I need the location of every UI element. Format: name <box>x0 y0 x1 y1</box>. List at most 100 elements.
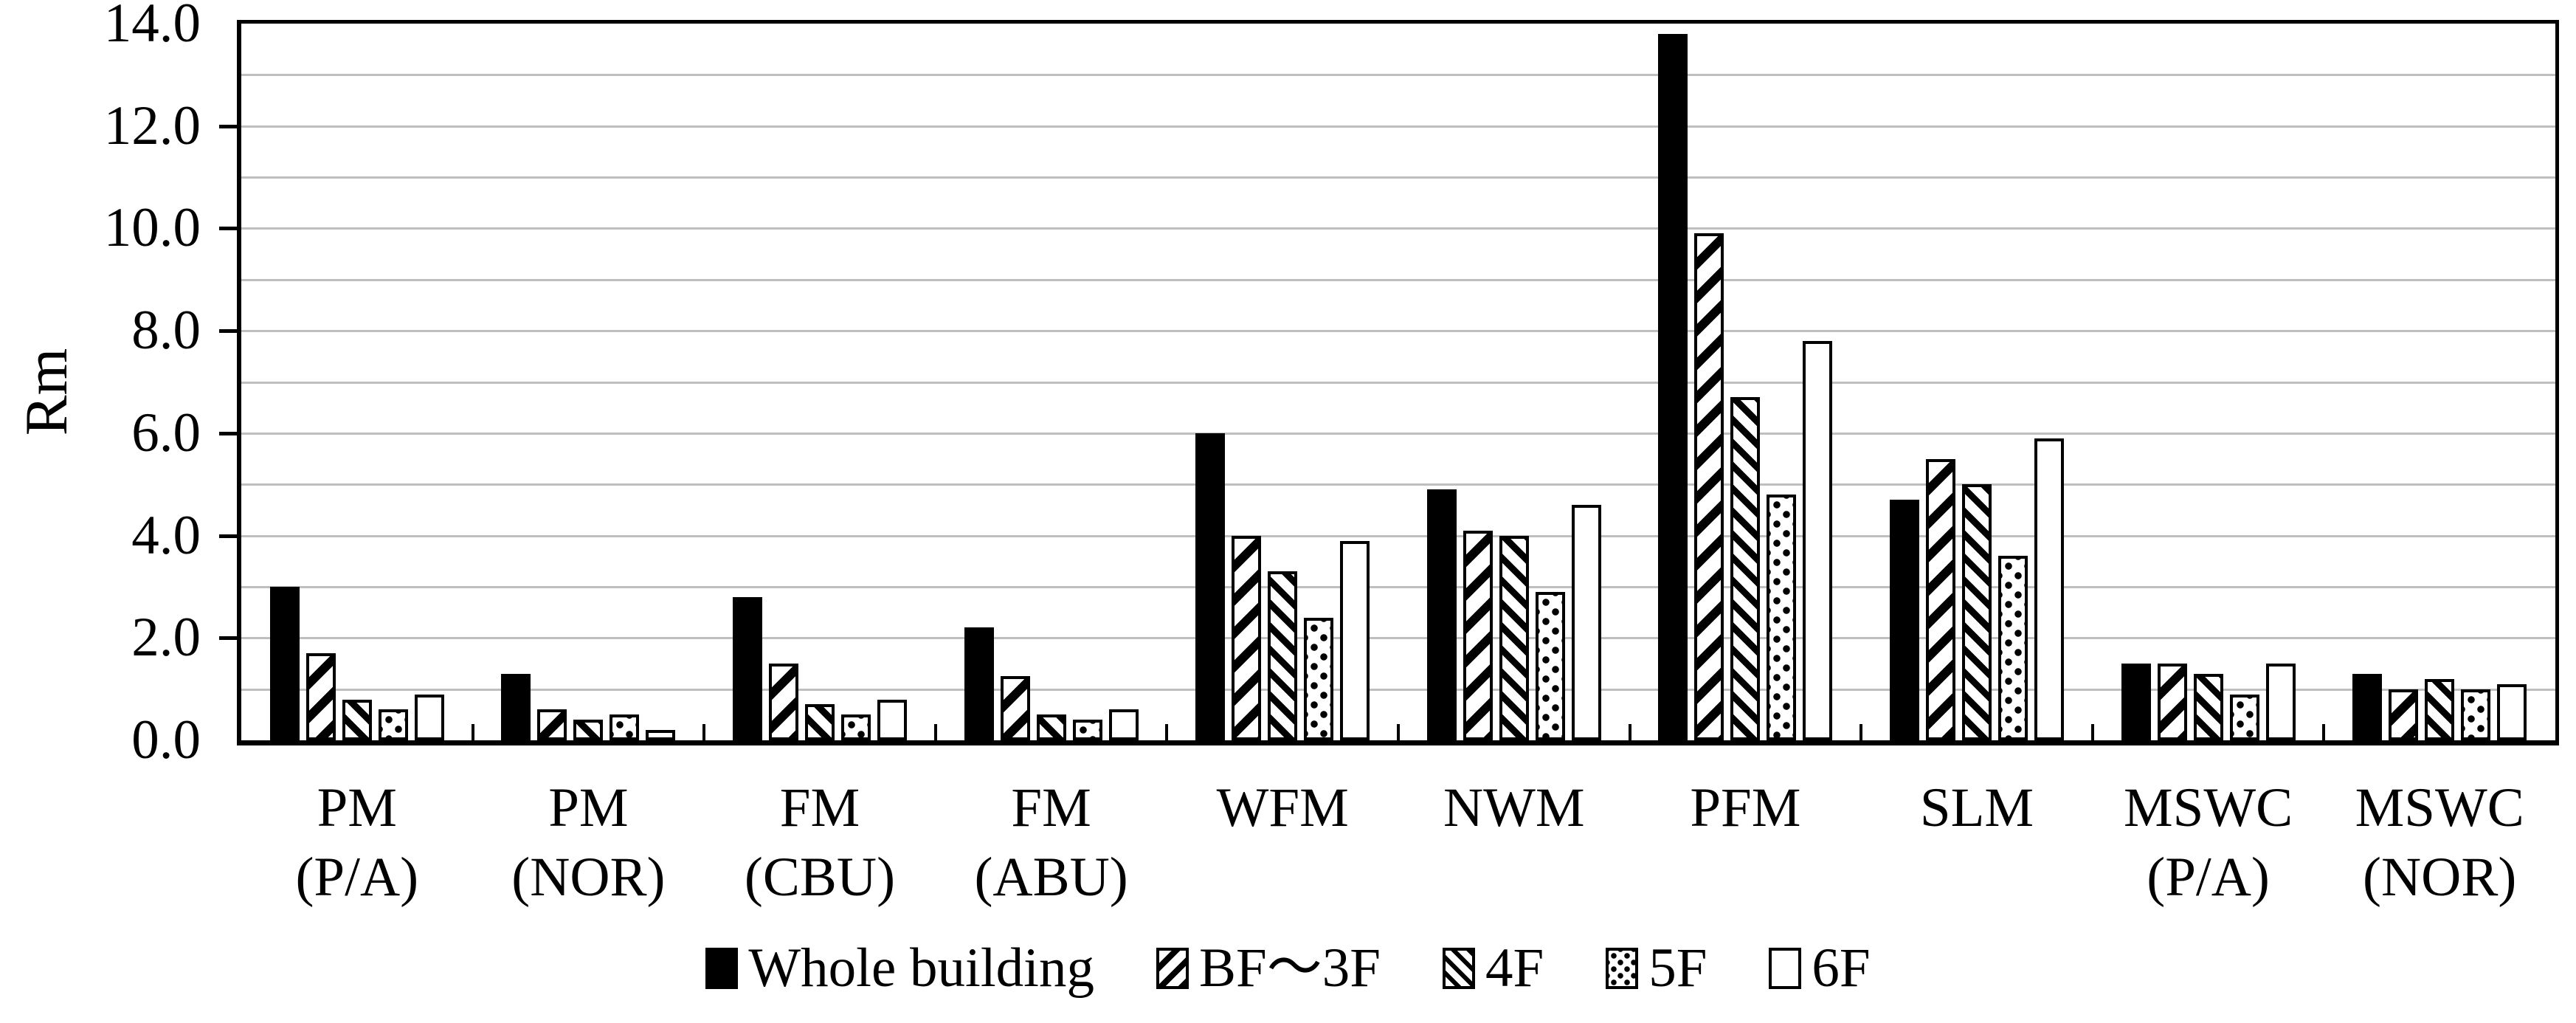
y-axis-label: 2.0 <box>131 607 201 669</box>
bar-6F-MSWC(NOR) <box>2497 684 2527 740</box>
x-category-label-line1: FM <box>779 777 860 838</box>
y-axis-tick <box>219 534 237 538</box>
bar-5F-PM(P/A) <box>379 709 408 740</box>
x-category-label-line2: (CBU) <box>744 847 896 908</box>
legend-item: 6F <box>1769 931 1871 1005</box>
x-axis-tick <box>1397 724 1400 740</box>
y-gridline <box>241 432 2555 435</box>
x-axis-tick <box>1860 724 1863 740</box>
bar-BF～3F-NWM <box>1463 531 1493 740</box>
bar-Whole building-FM(ABU) <box>964 627 994 740</box>
y-axis-label: 6.0 <box>131 402 201 464</box>
legend-item: 5F <box>1606 931 1707 1005</box>
bar-Whole building-MSWC(NOR) <box>2352 674 2382 740</box>
y-gridline <box>241 483 2555 486</box>
bar-4F-MSWC(NOR) <box>2425 679 2454 740</box>
bar-5F-SLM <box>1998 556 2028 740</box>
bar-4F-PM(NOR) <box>573 720 603 740</box>
y-axis-tick <box>219 636 237 641</box>
bar-5F-NWM <box>1536 592 1565 740</box>
bar-6F-WFM <box>1340 541 1370 740</box>
y-gridline <box>241 278 2555 281</box>
bar-Whole building-PM(NOR) <box>501 674 531 740</box>
legend-item: 4F <box>1442 931 1544 1005</box>
bar-6F-PM(NOR) <box>646 730 675 740</box>
bar-BF～3F-PM(NOR) <box>537 709 567 740</box>
x-category-label: WFM <box>1167 774 1398 843</box>
y-gridline <box>241 381 2555 384</box>
bar-4F-NWM <box>1499 536 1529 740</box>
x-axis-tick <box>933 724 937 740</box>
x-axis-tick <box>1628 724 1631 740</box>
bar-BF～3F-MSWC(P/A) <box>2158 664 2187 740</box>
plot-area-border <box>237 20 2559 745</box>
y-gridline <box>241 125 2555 128</box>
bar-6F-FM(ABU) <box>1109 709 1139 740</box>
x-category-label-line2: (P/A) <box>295 847 419 908</box>
bar-Whole building-MSWC(P/A) <box>2121 664 2151 740</box>
legend-swatch-diag-down-icon <box>1442 948 1475 989</box>
x-category-label: SLM <box>1861 774 2093 843</box>
legend-item: Whole building <box>705 931 1094 1005</box>
legend-label: BF～3F <box>1199 937 1381 999</box>
x-category-label-line1: PFM <box>1690 777 1801 838</box>
x-category-label-line1: PM <box>317 777 397 838</box>
bar-BF～3F-MSWC(NOR) <box>2389 689 2418 740</box>
bar-6F-NWM <box>1572 505 1601 740</box>
y-axis-tick <box>219 329 237 334</box>
x-category-label-line1: NWM <box>1443 777 1585 838</box>
bar-6F-FM(CBU) <box>877 700 907 740</box>
bar-4F-MSWC(P/A) <box>2194 674 2223 740</box>
bar-5F-PFM <box>1767 495 1796 740</box>
bar-4F-FM(CBU) <box>805 704 835 740</box>
legend-swatch-diag-up-icon <box>1156 948 1189 989</box>
y-gridline <box>241 688 2555 691</box>
x-category-label-line1: PM <box>548 777 629 838</box>
x-category-label: PM (NOR) <box>472 774 704 912</box>
bar-Whole building-NWM <box>1427 489 1457 740</box>
x-category-label-line1: WFM <box>1216 777 1349 838</box>
legend-label: 5F <box>1648 937 1707 999</box>
bar-Whole building-SLM <box>1890 500 1919 740</box>
bar-6F-PM(P/A) <box>415 695 444 740</box>
bar-BF～3F-WFM <box>1232 536 1261 740</box>
x-category-label: MSWC (NOR) <box>2324 774 2555 912</box>
bar-5F-MSWC(NOR) <box>2461 689 2490 740</box>
x-category-label-line2: (NOR) <box>2363 847 2517 908</box>
bar-BF～3F-FM(ABU) <box>1001 676 1030 740</box>
x-axis-tick <box>1165 724 1169 740</box>
bar-BF～3F-FM(CBU) <box>769 664 798 740</box>
y-axis-label: 12.0 <box>103 94 201 156</box>
bar-6F-PFM <box>1803 341 1832 740</box>
x-category-label: FM (CBU) <box>704 774 936 912</box>
bar-4F-PFM <box>1730 397 1760 740</box>
x-category-label: PM (P/A) <box>241 774 473 912</box>
bar-4F-WFM <box>1268 571 1297 740</box>
legend-swatch-dots-icon <box>1606 948 1639 989</box>
y-gridline <box>241 534 2555 537</box>
y-axis-label: 10.0 <box>103 197 201 259</box>
bar-Whole building-WFM <box>1195 433 1225 740</box>
bar-4F-FM(ABU) <box>1037 714 1066 740</box>
x-axis-tick <box>471 724 474 740</box>
y-axis-label: 4.0 <box>131 504 201 566</box>
bar-4F-SLM <box>1962 484 1992 740</box>
y-axis-tick <box>219 227 237 231</box>
bar-Whole building-PFM <box>1658 34 1688 740</box>
x-category-label-line1: MSWC <box>2355 777 2524 838</box>
y-gridline <box>241 637 2555 640</box>
x-category-label-line1: MSWC <box>2123 777 2293 838</box>
y-axis-label: 0.0 <box>131 709 201 771</box>
y-gridline <box>241 227 2555 230</box>
bar-5F-FM(CBU) <box>841 714 871 740</box>
y-axis-label: 8.0 <box>131 300 201 362</box>
legend-item: BF～3F <box>1156 931 1381 1005</box>
bar-Whole building-PM(P/A) <box>270 587 300 740</box>
x-axis-tick <box>2090 724 2094 740</box>
y-gridline <box>241 330 2555 333</box>
bar-BF～3F-PM(P/A) <box>306 653 336 740</box>
y-gridline <box>241 585 2555 588</box>
x-category-label-line2: (P/A) <box>2147 847 2270 908</box>
legend-label: Whole building <box>748 937 1095 999</box>
